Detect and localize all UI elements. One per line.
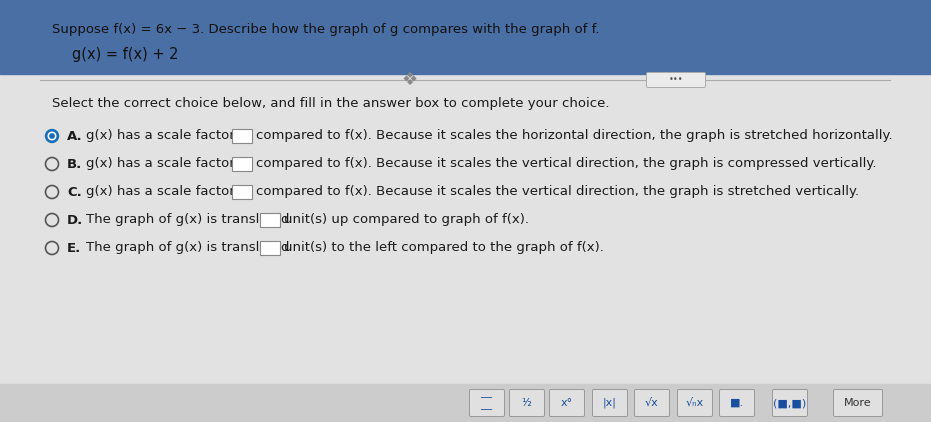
Text: compared to f(x). Because it scales the horizontal direction, the graph is stret: compared to f(x). Because it scales the … [256,130,893,143]
Text: D.: D. [67,214,83,227]
Text: (■,■): (■,■) [774,398,806,408]
Text: A.: A. [67,130,83,143]
Text: g(x) has a scale factor of: g(x) has a scale factor of [86,186,252,198]
Text: ❖: ❖ [402,71,418,89]
FancyBboxPatch shape [720,390,754,417]
Text: Suppose f(x) = 6x − 3. Describe how the graph of g compares with the graph of f.: Suppose f(x) = 6x − 3. Describe how the … [52,24,600,36]
Text: unit(s) to the left compared to the graph of f(x).: unit(s) to the left compared to the grap… [284,241,603,254]
Text: E.: E. [67,241,81,254]
FancyBboxPatch shape [260,241,279,255]
Text: ¹⁄₂: ¹⁄₂ [521,398,533,408]
FancyBboxPatch shape [646,73,706,87]
Text: ■.: ■. [730,398,744,408]
Text: compared to f(x). Because it scales the vertical direction, the graph is stretch: compared to f(x). Because it scales the … [256,186,859,198]
Circle shape [48,132,56,140]
Text: •••: ••• [668,76,683,84]
Bar [0,384,931,422]
FancyBboxPatch shape [232,185,252,199]
FancyBboxPatch shape [549,390,585,417]
Text: g(x) has a scale factor of: g(x) has a scale factor of [86,130,252,143]
FancyBboxPatch shape [635,390,669,417]
Text: |x|: |x| [603,398,617,408]
Text: compared to f(x). Because it scales the vertical direction, the graph is compres: compared to f(x). Because it scales the … [256,157,876,170]
Text: B.: B. [67,157,82,170]
Bar [0,0,931,74]
Text: x°: x° [561,398,573,408]
Text: Select the correct choice below, and fill in the answer box to complete your cho: Select the correct choice below, and fil… [52,97,610,111]
Text: √ₙx: √ₙx [686,398,704,408]
Text: C.: C. [67,186,82,198]
Text: The graph of g(x) is translated: The graph of g(x) is translated [86,214,290,227]
FancyBboxPatch shape [469,390,505,417]
Text: √x: √x [645,398,659,408]
FancyBboxPatch shape [232,157,252,171]
FancyBboxPatch shape [773,390,807,417]
FancyBboxPatch shape [678,390,712,417]
Text: More: More [844,398,871,408]
FancyBboxPatch shape [509,390,545,417]
Circle shape [49,134,54,138]
FancyBboxPatch shape [592,390,627,417]
Text: ―
―: ― ― [481,392,492,414]
FancyBboxPatch shape [232,129,252,143]
FancyBboxPatch shape [833,390,883,417]
Text: The graph of g(x) is translated: The graph of g(x) is translated [86,241,290,254]
Circle shape [46,130,59,143]
Text: unit(s) up compared to graph of f(x).: unit(s) up compared to graph of f(x). [284,214,529,227]
FancyBboxPatch shape [260,213,279,227]
Text: g(x) has a scale factor of: g(x) has a scale factor of [86,157,252,170]
Text: g(x) = f(x) + 2: g(x) = f(x) + 2 [72,46,179,62]
